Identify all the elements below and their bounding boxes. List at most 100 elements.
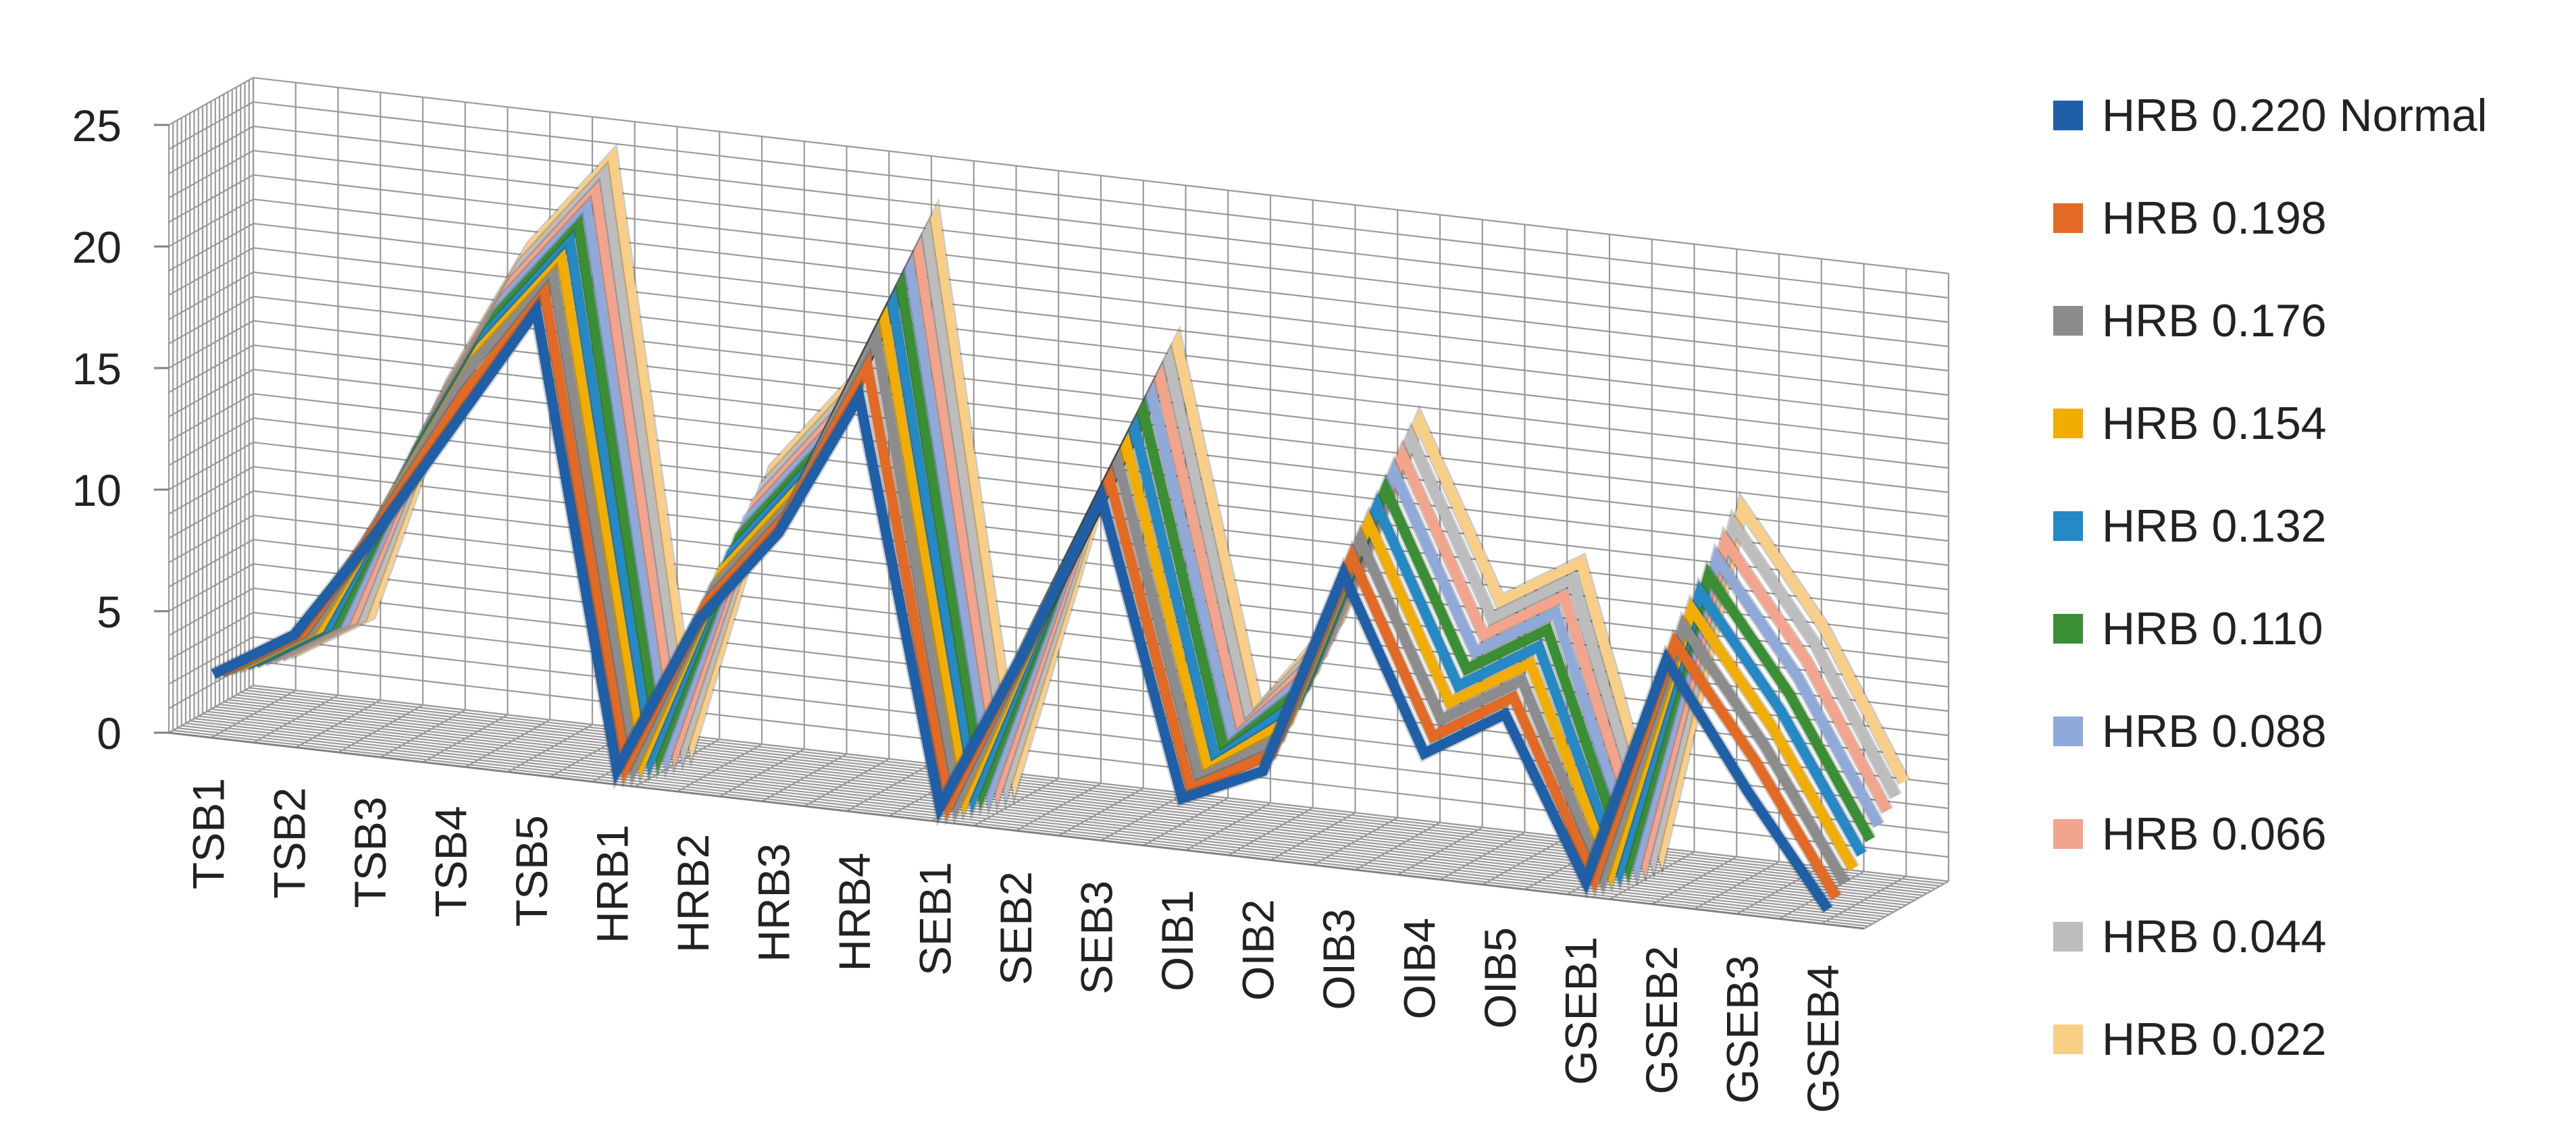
side-wall-gridline bbox=[168, 393, 254, 442]
legend-label: HRB 0.132 bbox=[2102, 500, 2327, 552]
side-wall-gridline bbox=[168, 271, 254, 320]
x-tick-label: SEB3 bbox=[1072, 881, 1122, 995]
side-wall-gridline bbox=[168, 466, 254, 515]
x-tick-label: TSB5 bbox=[507, 815, 557, 927]
side-wall-gridline bbox=[168, 223, 254, 271]
y-tick-label: 0 bbox=[97, 708, 122, 758]
back-wall-gridline bbox=[253, 76, 1949, 275]
side-wall-gridline bbox=[168, 344, 254, 393]
side-wall-gridline bbox=[168, 320, 254, 369]
side-wall-gridline bbox=[168, 515, 254, 563]
x-axis-ticks: TSB1 TSB2 TSB3 TSB4 TSB5 HRB1 HRB2 HRB3 HRB4 SEB1… bbox=[184, 778, 1848, 1113]
side-wall-gridline bbox=[168, 636, 254, 685]
side-wall-gridline bbox=[168, 612, 254, 660]
legend-label: HRB 0.110 bbox=[2102, 603, 2323, 654]
legend-swatch bbox=[2053, 1024, 2083, 1054]
y-tick-label: 20 bbox=[72, 222, 122, 272]
floor-gridline bbox=[194, 717, 1890, 916]
y-tick-label: 5 bbox=[97, 587, 122, 637]
x-tick-label: GSEB2 bbox=[1637, 945, 1686, 1094]
grid bbox=[168, 76, 1950, 930]
legend-item: HRB 0.110 bbox=[2053, 577, 2488, 680]
legend: HRB 0.220 Normal HRB 0.198 HRB 0.176 HRB 0.… bbox=[2053, 64, 2488, 1091]
x-tick-label: TSB2 bbox=[264, 787, 314, 899]
legend-item: HRB 0.022 bbox=[2053, 988, 2488, 1091]
side-wall-gridline bbox=[168, 296, 254, 344]
x-tick-label: SEB2 bbox=[991, 871, 1041, 985]
x-tick-label: GSEB1 bbox=[1556, 937, 1606, 1085]
x-tick-label: GSEB3 bbox=[1718, 955, 1768, 1103]
x-tick-label: OIB5 bbox=[1475, 927, 1525, 1029]
side-wall-gridline bbox=[168, 490, 254, 539]
back-wall-gridline bbox=[253, 465, 1949, 664]
legend-swatch bbox=[2053, 203, 2083, 233]
x-tick-label: HRB3 bbox=[748, 843, 798, 962]
side-wall-gridline bbox=[168, 199, 254, 247]
back-wall-gridline bbox=[253, 174, 1949, 372]
legend-item: HRB 0.176 bbox=[2053, 269, 2488, 372]
y-tick-label: 15 bbox=[72, 344, 122, 394]
side-wall-gridline bbox=[168, 369, 254, 417]
x-tick-label: OIB2 bbox=[1233, 899, 1283, 1000]
back-wall-gridline bbox=[253, 319, 1949, 518]
back-wall-gridline bbox=[253, 198, 1949, 396]
side-wall-gridline bbox=[168, 77, 254, 126]
back-wall-gridline bbox=[253, 441, 1949, 640]
legend-swatch bbox=[2053, 306, 2083, 336]
legend-item: HRB 0.154 bbox=[2053, 372, 2488, 475]
legend-item: HRB 0.066 bbox=[2053, 783, 2488, 885]
x-tick-label: HRB4 bbox=[829, 852, 879, 971]
legend-label: HRB 0.220 Normal bbox=[2102, 90, 2488, 141]
legend-item: HRB 0.220 Normal bbox=[2053, 64, 2488, 167]
floor-gridline bbox=[177, 727, 1873, 925]
side-wall-gridline bbox=[168, 126, 254, 174]
legend-label: HRB 0.066 bbox=[2102, 808, 2327, 860]
legend-item: HRB 0.132 bbox=[2053, 475, 2488, 577]
x-tick-label: OIB3 bbox=[1314, 908, 1364, 1010]
side-wall-gridline bbox=[168, 174, 254, 223]
floor-gridline bbox=[202, 712, 1899, 911]
back-wall-gridline bbox=[253, 149, 1949, 348]
y-tick-label: 10 bbox=[72, 465, 122, 515]
x-tick-label: HRB2 bbox=[668, 834, 718, 953]
legend-swatch bbox=[2053, 614, 2083, 644]
legend-label: HRB 0.088 bbox=[2102, 706, 2327, 757]
legend-swatch bbox=[2053, 819, 2083, 849]
floor-gridline bbox=[185, 722, 1882, 920]
x-tick-label: GSEB4 bbox=[1798, 964, 1848, 1113]
legend-swatch bbox=[2053, 101, 2083, 130]
legend-item: HRB 0.088 bbox=[2053, 680, 2488, 783]
x-tick-label: OIB4 bbox=[1395, 918, 1445, 1019]
side-wall-gridline bbox=[168, 417, 254, 466]
x-tick-label: TSB3 bbox=[345, 797, 395, 908]
x-tick-label: OIB1 bbox=[1152, 890, 1202, 991]
side-wall-gridline bbox=[168, 150, 254, 199]
y-axis-ticks: 0 5 10 15 20 25 bbox=[72, 101, 169, 758]
side-wall-gridline bbox=[168, 539, 254, 588]
series-lines bbox=[210, 143, 1910, 914]
floor-gridline bbox=[173, 729, 1869, 927]
x-tick-label: TSB4 bbox=[426, 806, 475, 917]
series-line bbox=[211, 297, 1832, 912]
legend-label: HRB 0.022 bbox=[2102, 1014, 2327, 1065]
x-tick-label: TSB1 bbox=[184, 778, 234, 889]
back-wall-gridline bbox=[253, 417, 1949, 615]
back-wall-gridline bbox=[253, 125, 1949, 323]
side-wall-gridline bbox=[168, 442, 254, 490]
x-axis-line bbox=[168, 731, 1865, 930]
legend-item: HRB 0.044 bbox=[2053, 885, 2488, 988]
x-tick-label: HRB1 bbox=[587, 825, 637, 943]
legend-label: HRB 0.176 bbox=[2102, 295, 2327, 346]
legend-label: HRB 0.198 bbox=[2102, 192, 2327, 244]
side-wall-gridline bbox=[168, 247, 254, 296]
y-tick-label: 25 bbox=[72, 101, 122, 151]
x-tick-label: SEB1 bbox=[910, 862, 960, 976]
side-wall-gridline bbox=[168, 563, 254, 612]
legend-label: HRB 0.154 bbox=[2102, 398, 2327, 449]
legend-label: HRB 0.044 bbox=[2102, 911, 2327, 962]
back-wall-gridline bbox=[253, 368, 1949, 567]
side-wall-gridline bbox=[168, 101, 254, 150]
legend-swatch bbox=[2053, 511, 2083, 541]
side-wall-gridline bbox=[168, 588, 254, 636]
